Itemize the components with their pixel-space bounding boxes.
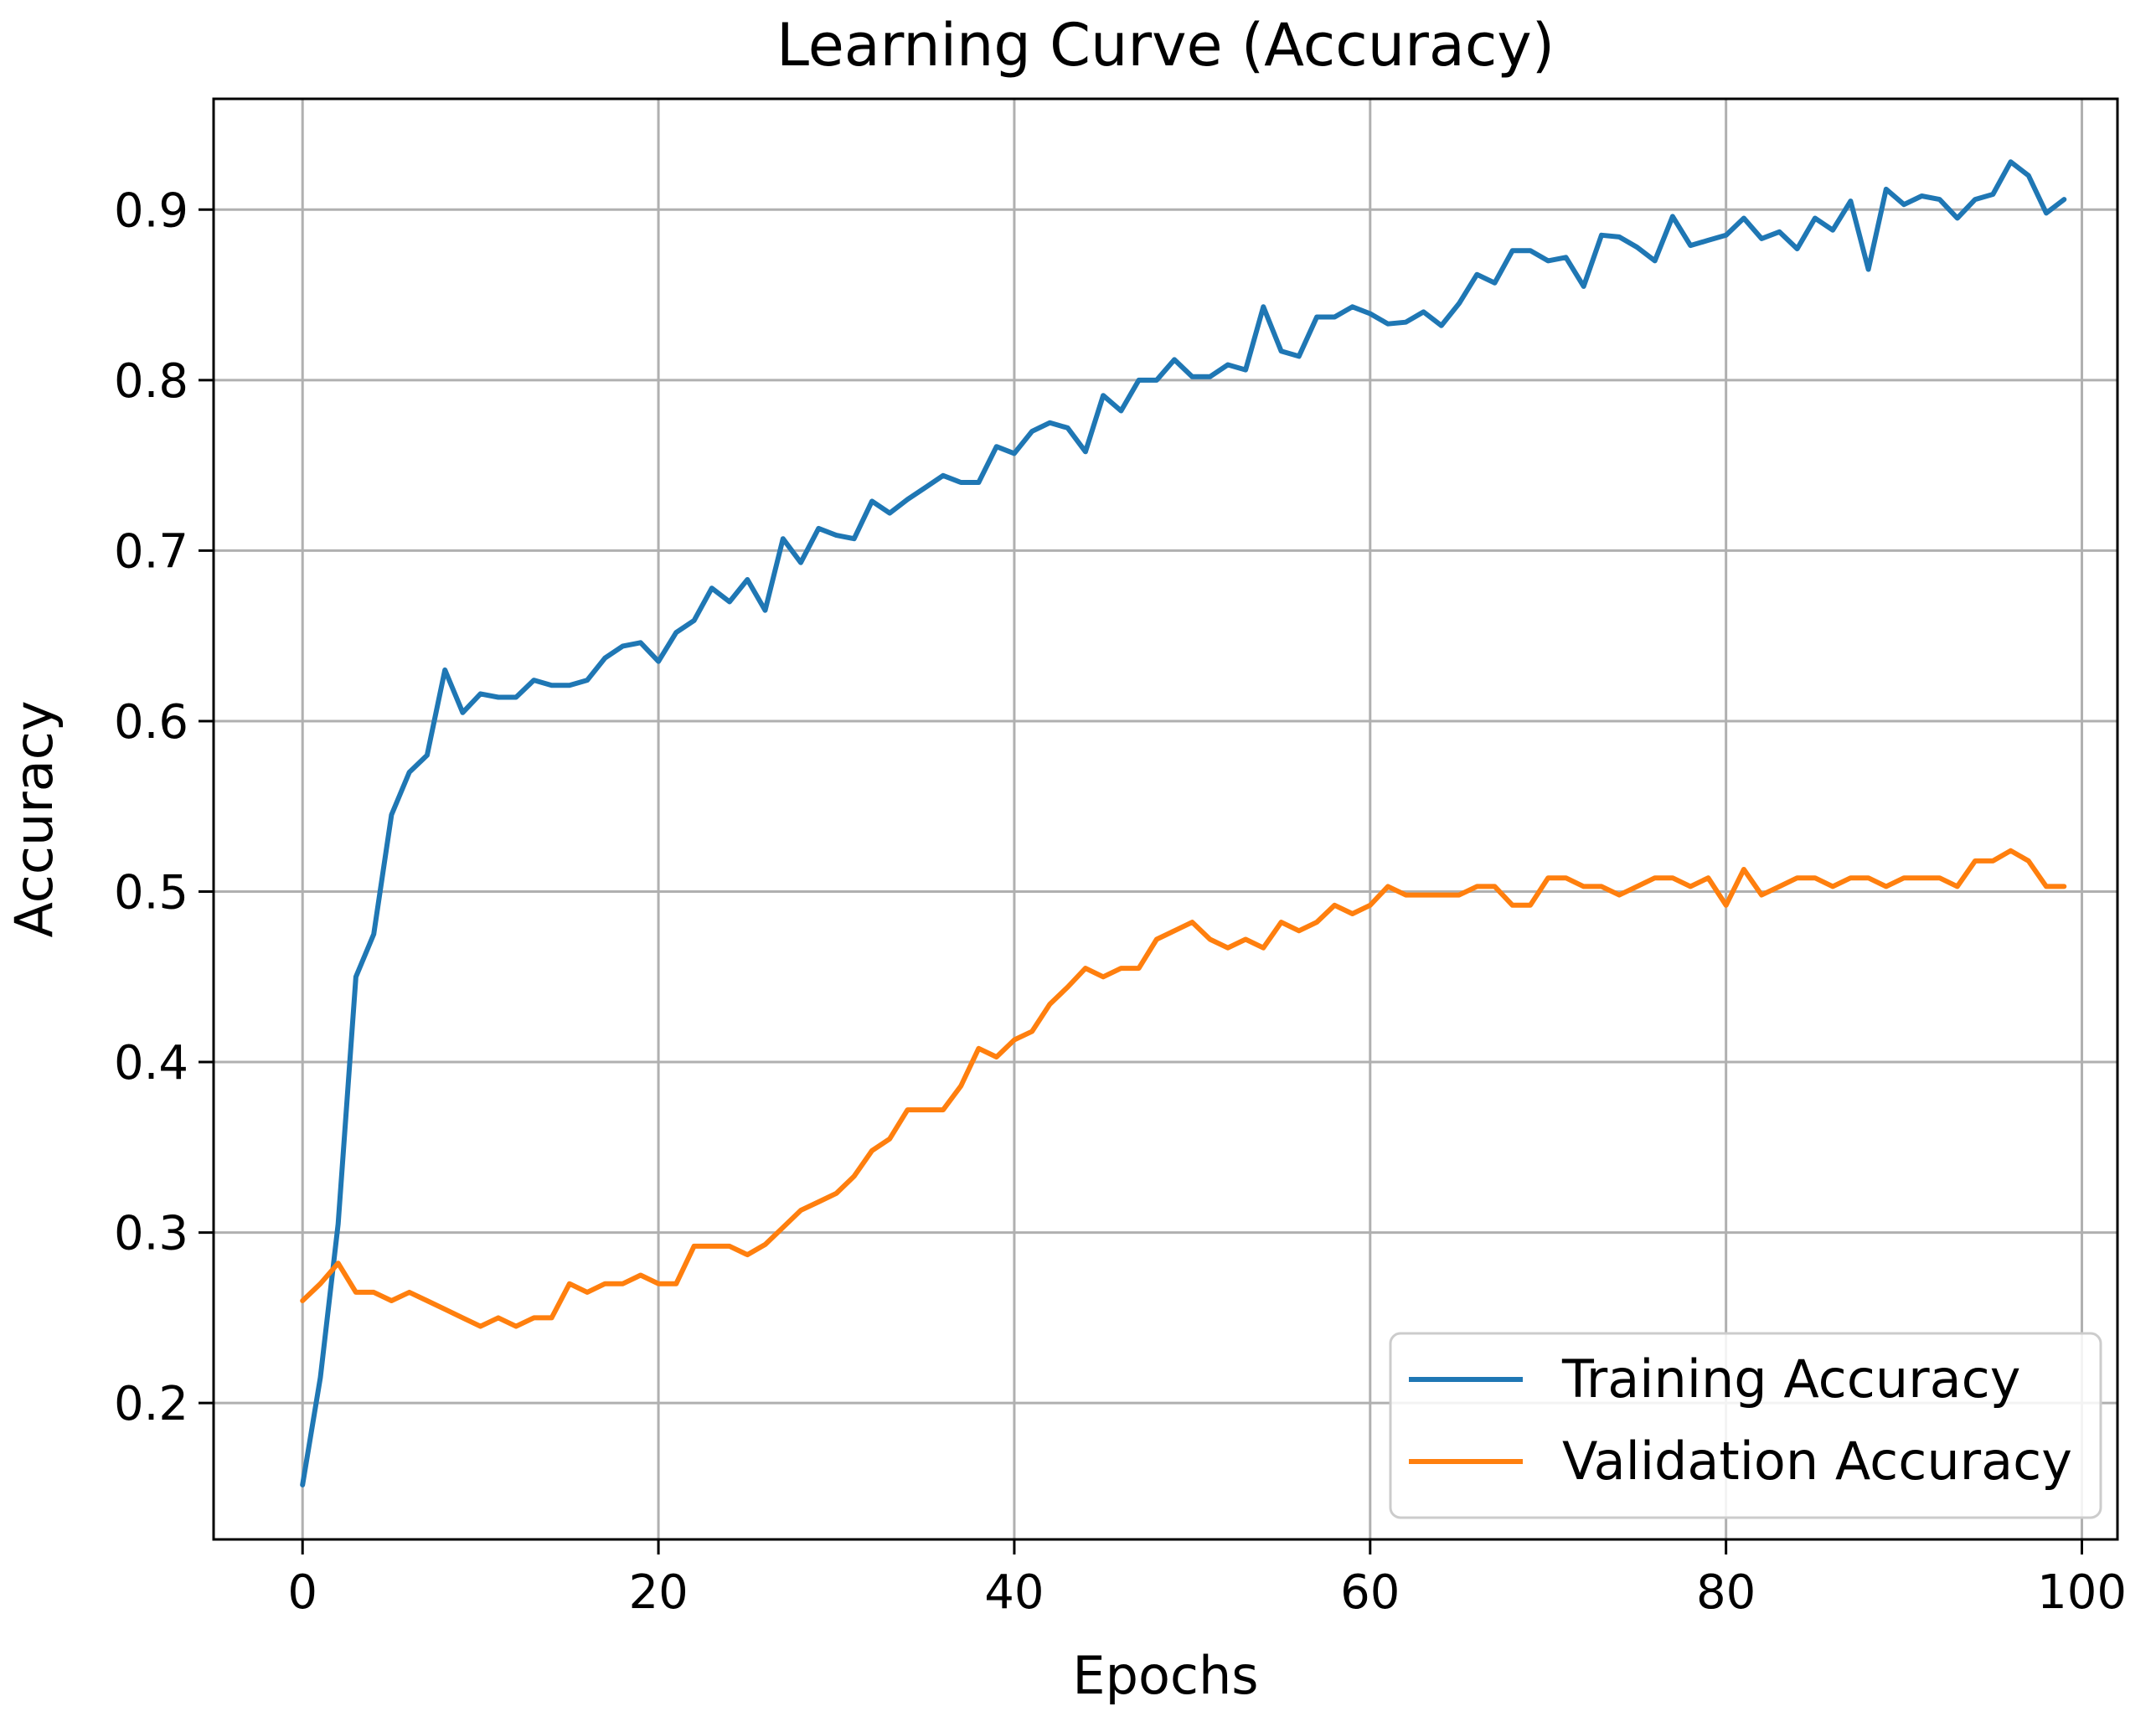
x-tick-label: 100 <box>2037 1565 2127 1620</box>
y-tick-label: 0.7 <box>114 524 188 579</box>
axis-ticks: 0 20 40 60 80 100 0.2 0.3 0.4 0.5 0.6 0.7 0.8 0.9 <box>114 183 2127 1620</box>
y-axis-label: Accuracy <box>3 700 64 937</box>
legend: Training Accuracy Validation Accuracy <box>1389 1332 2102 1519</box>
legend-label-training: Training Accuracy <box>1561 1348 2020 1410</box>
y-tick-label: 0.3 <box>114 1207 188 1261</box>
grid-lines <box>214 99 2117 1539</box>
y-tick-label: 0.5 <box>114 866 188 920</box>
y-tick-label: 0.9 <box>114 183 188 238</box>
x-tick-label: 40 <box>984 1565 1044 1620</box>
y-tick-label: 0.8 <box>114 354 188 409</box>
series-line-training <box>300 159 2067 1487</box>
legend-box <box>1389 1332 2102 1519</box>
series-line-validation <box>300 848 2067 1329</box>
plot-area <box>214 99 2117 1539</box>
x-tick-label: 80 <box>1696 1565 1756 1620</box>
series-lines <box>300 159 2067 1487</box>
x-tick-label: 0 <box>287 1565 317 1620</box>
x-tick-label: 60 <box>1340 1565 1400 1620</box>
plot-frame <box>212 97 2119 1541</box>
y-tick-label: 0.4 <box>114 1036 188 1090</box>
x-axis-label: Epochs <box>1072 1645 1258 1706</box>
y-tick-label: 0.6 <box>114 695 188 750</box>
legend-label-validation: Validation Accuracy <box>1562 1431 2072 1492</box>
x-tick-label: 20 <box>628 1565 688 1620</box>
chart-title: Learning Curve (Accuracy) <box>776 11 1555 80</box>
y-tick-label: 0.2 <box>114 1377 188 1431</box>
